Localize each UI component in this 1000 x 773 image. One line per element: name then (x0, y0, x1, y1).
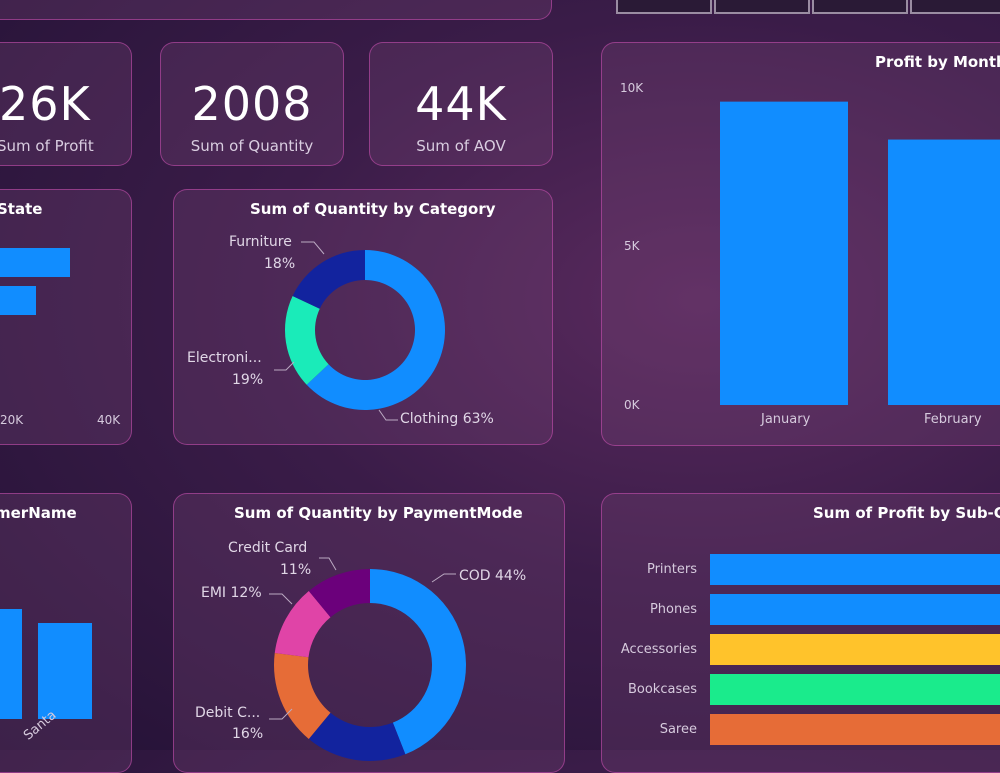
state-bar-1[interactable] (0, 248, 70, 277)
customer-chart-svg (0, 609, 92, 719)
kpi-label-aov: Sum of AOV (416, 137, 506, 155)
subcat-label-phones: Phones (649, 602, 697, 617)
profit-month-svg (720, 101, 1000, 405)
kpi-card-aov: 44K Sum of AOV (369, 42, 553, 166)
state-tick-40k: 40K (97, 413, 121, 427)
state-chart-card: State 20K 40K (0, 189, 132, 445)
kpi-label-profit: Sum of Profit (0, 137, 94, 155)
label-electronics-pct: 19% (232, 372, 264, 388)
subcategory-card: Sum of Profit by Sub-Ca Printers Phones Ac… (601, 493, 1000, 773)
category-chart-title: Sum of Quantity by Category (250, 200, 496, 218)
subcat-bar-saree[interactable] (710, 714, 1000, 745)
donut-slice-debit-card[interactable] (274, 652, 331, 739)
subcat-label-bookcases: Bookcases (627, 682, 697, 697)
filter-button-1[interactable] (616, 0, 712, 14)
state-tick-20k: 20K (0, 413, 24, 427)
xtick-february: February (924, 412, 982, 427)
payment-chart-title: Sum of Quantity by PaymentMode (234, 504, 523, 522)
kpi-card-quantity: 2008 Sum of Quantity (160, 42, 344, 166)
label-cod: COD 44% (459, 568, 527, 584)
customer-bar-1[interactable] (0, 609, 22, 719)
kpi-label-quantity: Sum of Quantity (190, 137, 314, 155)
kpi-value-aov: 44K (415, 77, 507, 131)
donut-slice-upi[interactable] (308, 712, 406, 761)
month-bar-january[interactable] (720, 101, 848, 405)
leader-furniture (301, 241, 325, 255)
leader-credit-card (319, 557, 337, 571)
label-electronics-name: Electroni... (187, 350, 262, 366)
profit-month-title: Profit by Month (875, 53, 1000, 71)
customer-bar-2[interactable] (38, 623, 92, 719)
state-chart-svg (0, 248, 70, 315)
ytick-5k: 5K (624, 239, 640, 253)
label-emi: EMI 12% (201, 585, 262, 601)
state-bar-2[interactable] (0, 286, 36, 315)
ytick-10k: 10K (620, 81, 644, 95)
label-debit-card-pct: 16% (232, 726, 264, 742)
customer-chart-title: merName (0, 504, 77, 522)
customer-chart-card: merName Santa (0, 493, 132, 773)
subcat-bar-phones[interactable] (710, 594, 1000, 625)
kpi-value-profit: 26K (0, 77, 91, 131)
donut-slice-cod[interactable] (370, 569, 467, 755)
donut-slice-clothing[interactable] (306, 250, 445, 410)
kpi-value-quantity: 2008 (191, 77, 313, 131)
label-furniture-pct: 18% (264, 256, 296, 272)
label-credit-card-pct: 11% (280, 562, 312, 578)
filter-button-3[interactable] (812, 0, 908, 14)
donut-slice-emi[interactable] (274, 591, 331, 658)
leader-debit-card (269, 708, 293, 720)
category-donut-card: Sum of Quantity by Category Furniture 18… (173, 189, 553, 445)
filter-button-4[interactable] (910, 0, 1000, 14)
top-slicer-panel (0, 0, 552, 20)
month-bar-february[interactable] (888, 139, 1000, 405)
xtick-january: January (761, 412, 811, 427)
subcat-bar-printers[interactable] (710, 554, 1000, 585)
label-clothing: Clothing 63% (400, 411, 494, 427)
subcat-bar-accessories[interactable] (710, 634, 1000, 665)
leader-cod (431, 573, 456, 583)
leader-clothing (378, 409, 398, 421)
leader-emi (269, 593, 293, 605)
label-credit-card-name: Credit Card (228, 540, 308, 556)
filter-button-2[interactable] (714, 0, 810, 14)
ytick-0k: 0K (624, 398, 640, 412)
donut-slice-furniture[interactable] (292, 250, 365, 309)
subcategory-svg (710, 554, 1000, 745)
subcat-bar-bookcases[interactable] (710, 674, 1000, 705)
kpi-card-profit: 26K Sum of Profit (0, 42, 132, 166)
label-debit-card-name: Debit C... (195, 705, 261, 721)
subcat-label-saree: Saree (659, 722, 697, 737)
subcategory-title: Sum of Profit by Sub-Ca (813, 504, 1000, 522)
category-donut-svg (274, 241, 445, 421)
payment-donut-svg (269, 557, 467, 761)
profit-month-card: Profit by Month 10K 5K 0K January Februa… (601, 42, 1000, 446)
donut-slice-electronics[interactable] (285, 295, 329, 385)
donut-slice-credit-card[interactable] (308, 569, 370, 618)
state-chart-title: State (0, 200, 43, 218)
leader-electronics (274, 361, 295, 371)
payment-donut-card: Sum of Quantity by PaymentMode Credit Ca… (173, 493, 565, 773)
label-furniture-name: Furniture (229, 234, 292, 250)
subcat-label-printers: Printers (646, 562, 697, 577)
subcat-label-accessories: Accessories (620, 642, 697, 657)
